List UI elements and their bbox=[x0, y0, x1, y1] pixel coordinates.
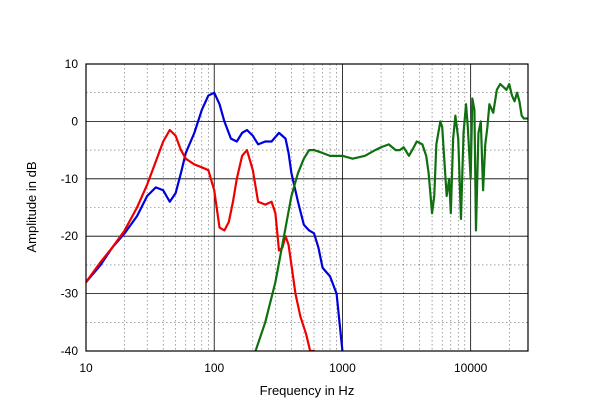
data-series bbox=[86, 82, 528, 351]
plot-frame bbox=[85, 63, 529, 352]
series-line-1 bbox=[86, 91, 344, 351]
y-tick-label: -20 bbox=[61, 229, 79, 243]
y-tick-label: -40 bbox=[61, 344, 79, 358]
x-axis-label: Frequency in Hz bbox=[260, 383, 355, 398]
x-tick-label: 10 bbox=[79, 361, 93, 375]
y-tick-label: -30 bbox=[61, 287, 79, 301]
y-tick-label: 10 bbox=[65, 57, 79, 71]
y-tick-label: -10 bbox=[61, 172, 79, 186]
y-axis-label: Amplitude in dB bbox=[24, 161, 39, 252]
series-line-2 bbox=[86, 128, 316, 351]
x-tick-label: 1000 bbox=[329, 361, 356, 375]
series-line-3 bbox=[254, 82, 528, 351]
x-tick-label: 10000 bbox=[454, 361, 488, 375]
y-tick-label: 0 bbox=[71, 114, 78, 128]
x-tick-label: 100 bbox=[204, 361, 224, 375]
